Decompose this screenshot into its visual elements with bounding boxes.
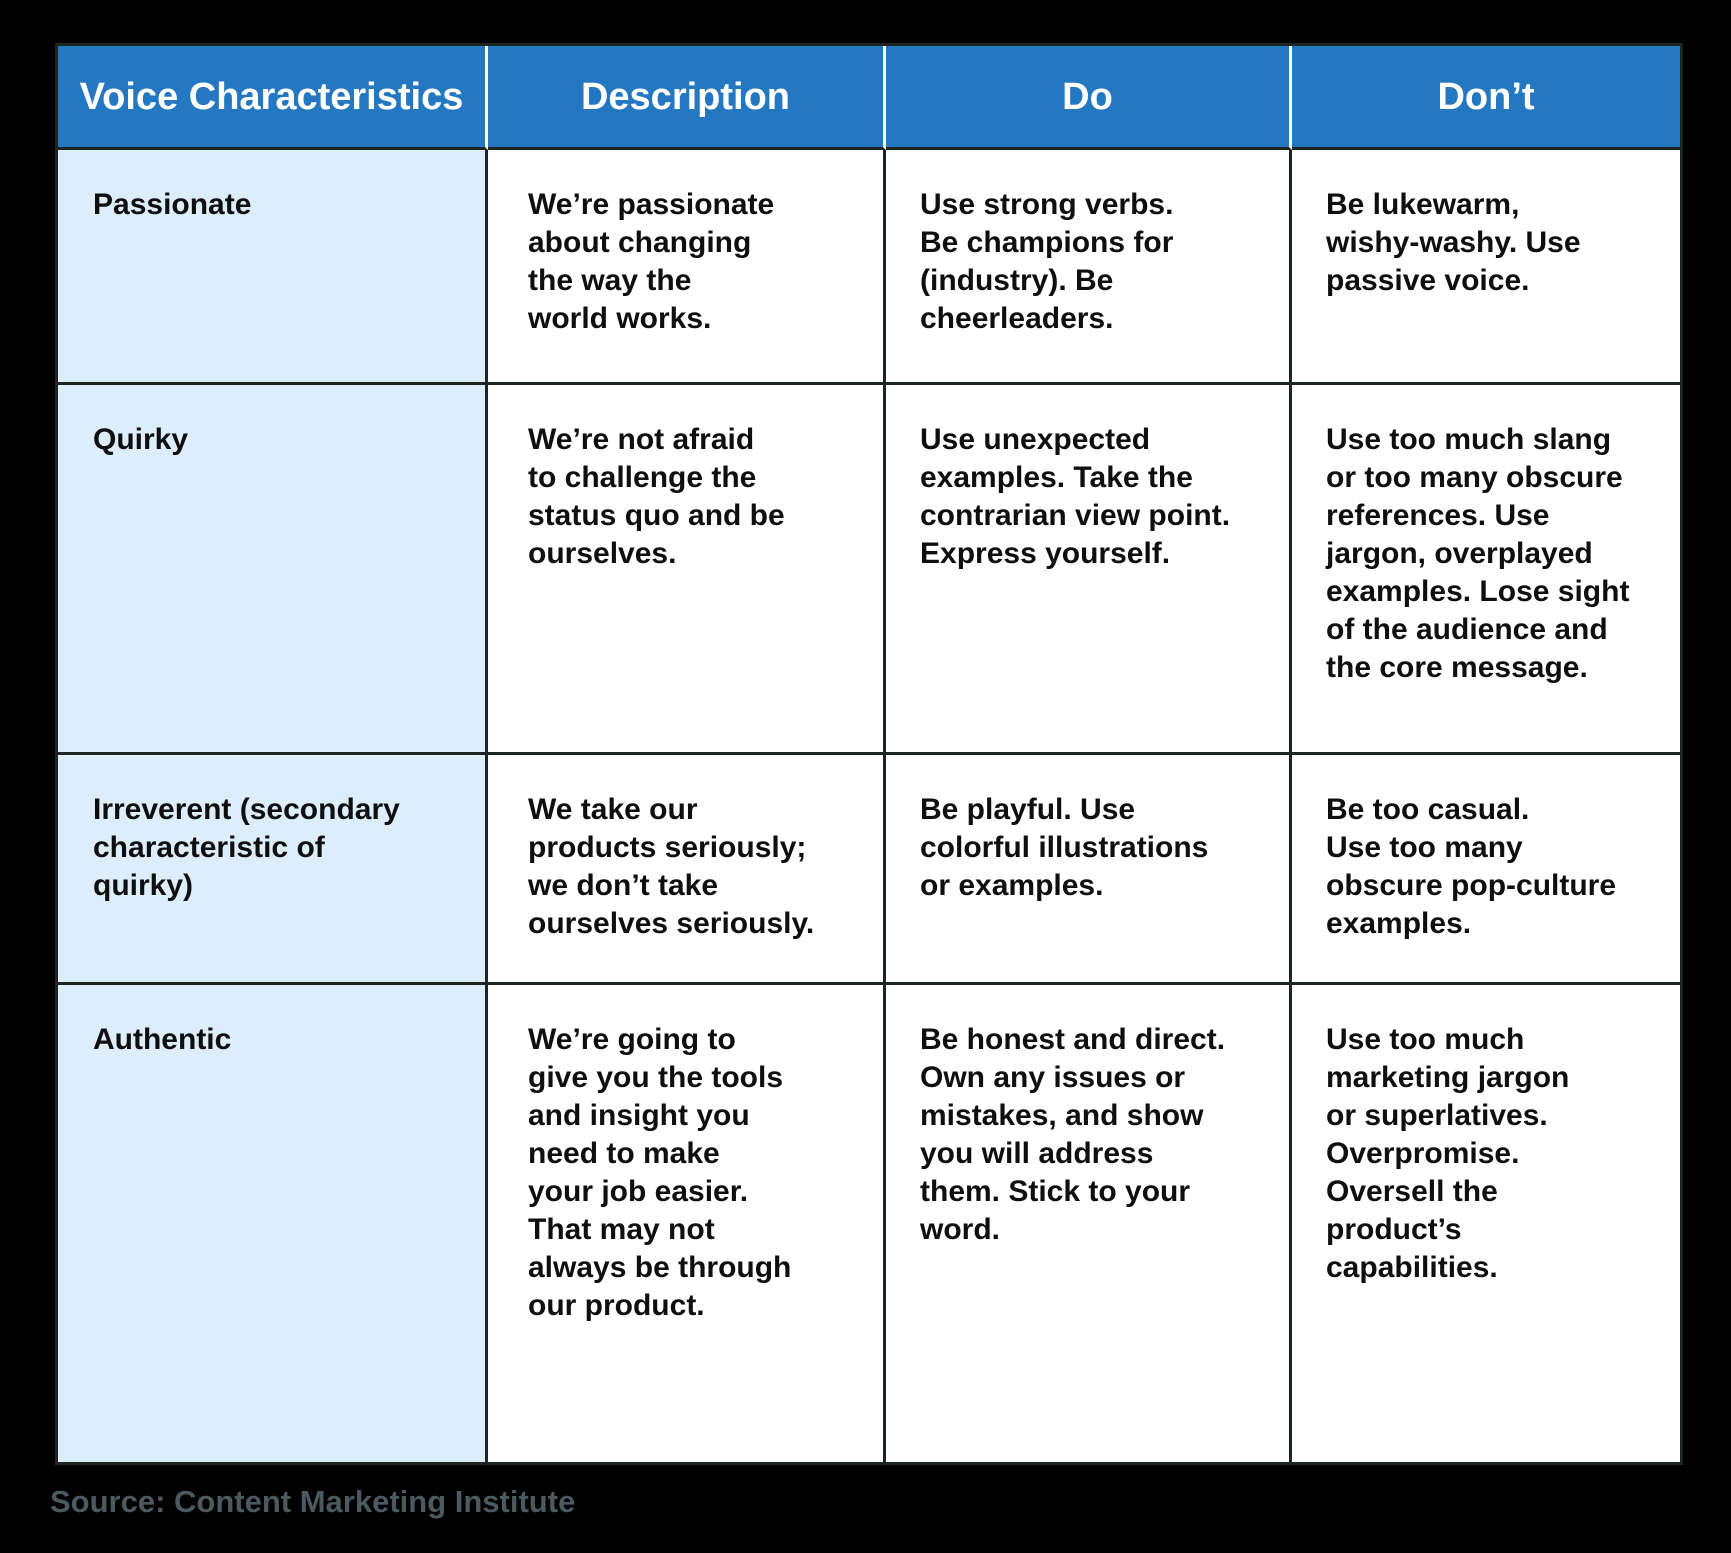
cell-quirky-description: We’re not afraid to challenge the status… [488,385,886,755]
cell-irreverent-dont: Be too casual. Use too many obscure pop-… [1292,755,1680,985]
header-description: Description [488,46,886,150]
cell-passionate-description: We’re passionate about changing the way … [488,150,886,385]
cell-authentic-dont: Use too much marketing jargon or superla… [1292,985,1680,1462]
header-dont: Don’t [1292,46,1680,150]
header-do: Do [886,46,1292,150]
cell-irreverent-characteristic: Irreverent (secondary characteristic of … [58,755,488,985]
cell-authentic-description: We’re going to give you the tools and in… [488,985,886,1462]
cell-irreverent-description: We take our products seriously; we don’t… [488,755,886,985]
cell-quirky-dont: Use too much slang or too many obscure r… [1292,385,1680,755]
cell-passionate-dont: Be lukewarm, wishy-washy. Use passive vo… [1292,150,1680,385]
cell-authentic-do: Be honest and direct. Own any issues or … [886,985,1292,1462]
cell-passionate-characteristic: Passionate [58,150,488,385]
cell-quirky-characteristic: Quirky [58,385,488,755]
header-voice-characteristics: Voice Characteristics [58,46,488,150]
cell-quirky-do: Use unexpected examples. Take the contra… [886,385,1292,755]
cell-irreverent-do: Be playful. Use colorful illustrations o… [886,755,1292,985]
source-caption: Source: Content Marketing Institute [50,1484,576,1519]
cell-authentic-characteristic: Authentic [58,985,488,1462]
voice-characteristics-table: Voice Characteristics Description Do Don… [55,43,1683,1465]
cell-passionate-do: Use strong verbs. Be champions for (indu… [886,150,1292,385]
